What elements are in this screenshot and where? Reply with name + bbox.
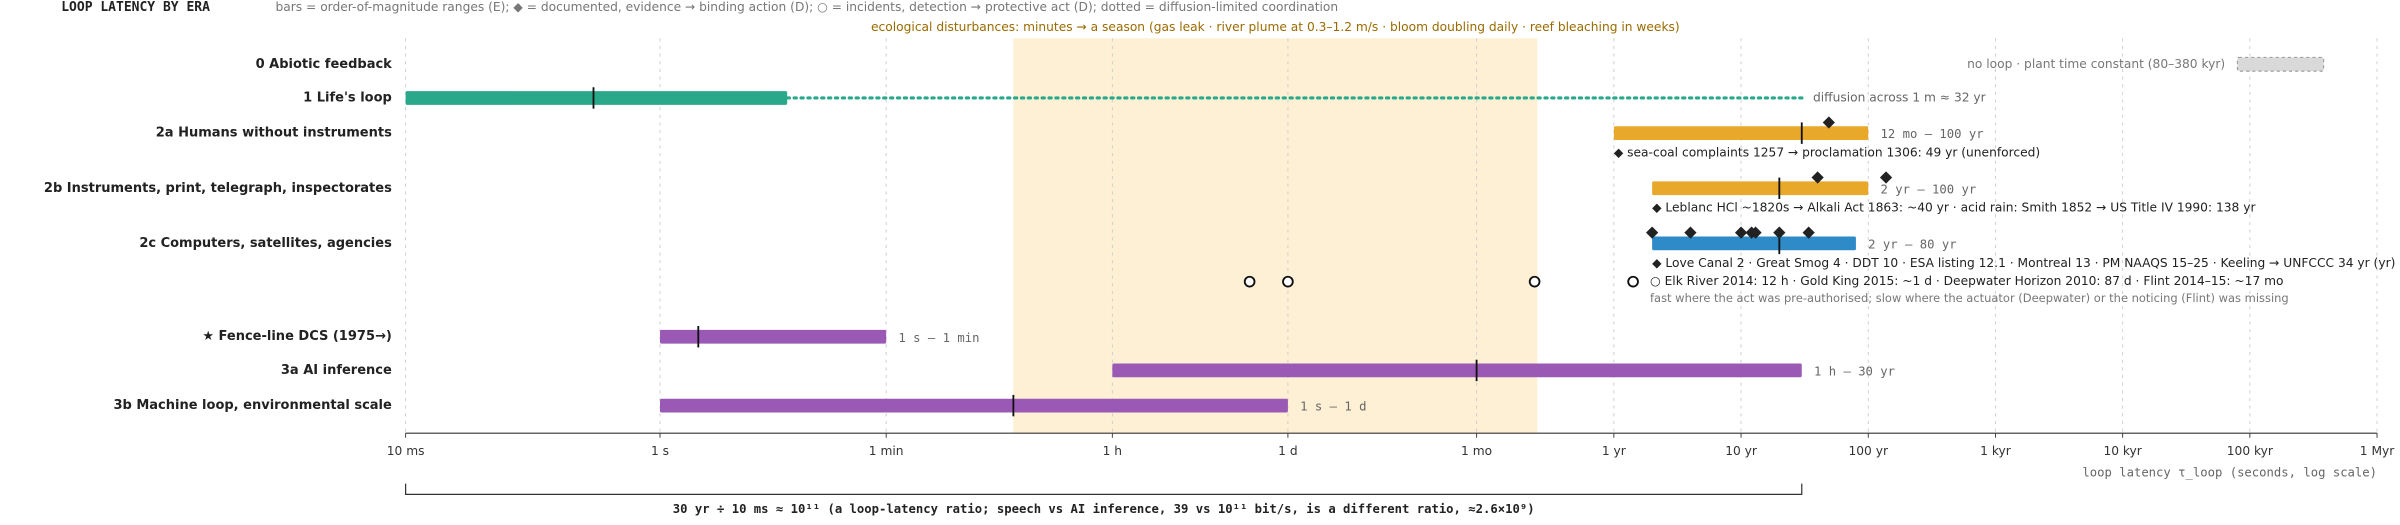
x-tick-label: 1 s (651, 444, 669, 458)
x-tick-label: 100 yr (1848, 444, 1888, 458)
chart-title: LOOP LATENCY BY ERA (61, 0, 210, 15)
annotation: ◆ sea-coal complaints 1257 → proclamatio… (1614, 146, 2040, 160)
incident-note: ○ Elk River 2014: 12 h · Gold King 2015:… (1650, 274, 2284, 288)
range-bar (1652, 181, 1869, 196)
shade-label: ecological disturbances: minutes → a sea… (871, 20, 1680, 34)
x-tick-label: 100 kyr (2227, 444, 2274, 458)
x-tick-label: 1 mo (1461, 444, 1492, 458)
annotation: no loop · plant time constant (80–380 ky… (1967, 57, 2225, 71)
range-label: 12 mo – 100 yr (1881, 127, 1984, 141)
incident-marker (1282, 275, 1294, 288)
row-label: 3a AI inference (281, 363, 392, 378)
x-tick-label: 10 ms (387, 444, 425, 458)
x-tick-label: 1 h (1103, 444, 1122, 458)
row-label: 2b Instruments, print, telegraph, inspec… (44, 181, 392, 196)
row-label: 3b Machine loop, environmental scale (113, 398, 392, 413)
x-tick-label: 10 yr (1725, 444, 1758, 458)
documented-marker (1749, 226, 1762, 239)
range-label: 2 yr – 100 yr (1881, 182, 1977, 196)
x-tick-label: 1 min (869, 444, 904, 458)
range-bar (660, 329, 887, 344)
bracket-label: 30 yr ÷ 10 ms ≈ 10¹¹ (a loop-latency rat… (673, 502, 1535, 516)
incident-note: fast where the act was pre-authorised; s… (1650, 291, 2289, 305)
x-tick-label: 1 kyr (1980, 444, 2012, 458)
x-tick-label: 1 Myr (2360, 444, 2395, 458)
documented-marker (1879, 171, 1893, 184)
range-bar (2236, 56, 2325, 72)
range-bar (1652, 236, 1856, 251)
row-label: 2c Computers, satellites, agencies (139, 236, 392, 251)
range-bar (660, 398, 1288, 413)
range-bar (1112, 363, 1802, 378)
documented-marker (1802, 226, 1815, 239)
row-label: 1 Life's loop (303, 90, 392, 105)
annotation: diffusion across 1 m ≈ 32 yr (1813, 90, 1987, 104)
range-bar (1613, 126, 1869, 141)
row-label: 2a Humans without instruments (156, 126, 392, 141)
range-label: 1 s – 1 min (898, 331, 979, 345)
incident-marker (1243, 275, 1256, 288)
range-label: 1 h – 30 yr (1814, 364, 1895, 378)
documented-marker (1734, 226, 1748, 239)
documented-marker (1822, 116, 1835, 129)
x-axis-label: loop latency τ_loop (seconds, log scale) (2082, 465, 2377, 479)
annotation: ◆ Love Canal 2 · Great Smog 4 · DDT 10 ·… (1652, 256, 2395, 270)
range-label: 2 yr – 80 yr (1868, 237, 1956, 251)
range-bar (405, 91, 788, 105)
bracket (405, 483, 1803, 495)
documented-marker (1773, 226, 1786, 239)
row-label: ★ Fence-line DCS (1975→) (202, 329, 391, 344)
row-label: 0 Abiotic feedback (256, 57, 393, 72)
x-tick-label: 1 d (1278, 444, 1297, 458)
subtitle: bars = order-of-magnitude ranges (E); ◆ … (276, 0, 1339, 14)
x-tick-label: 10 kyr (2103, 444, 2142, 458)
range-label: 1 s – 1 d (1300, 400, 1366, 414)
annotation: ◆ Leblanc HCl ~1820s → Alkali Act 1863: … (1652, 201, 2256, 215)
incident-marker (1627, 275, 1639, 288)
documented-marker (1811, 171, 1824, 184)
incident-marker (1528, 275, 1541, 288)
x-tick-label: 1 yr (1602, 444, 1627, 458)
documented-marker (1684, 226, 1697, 239)
